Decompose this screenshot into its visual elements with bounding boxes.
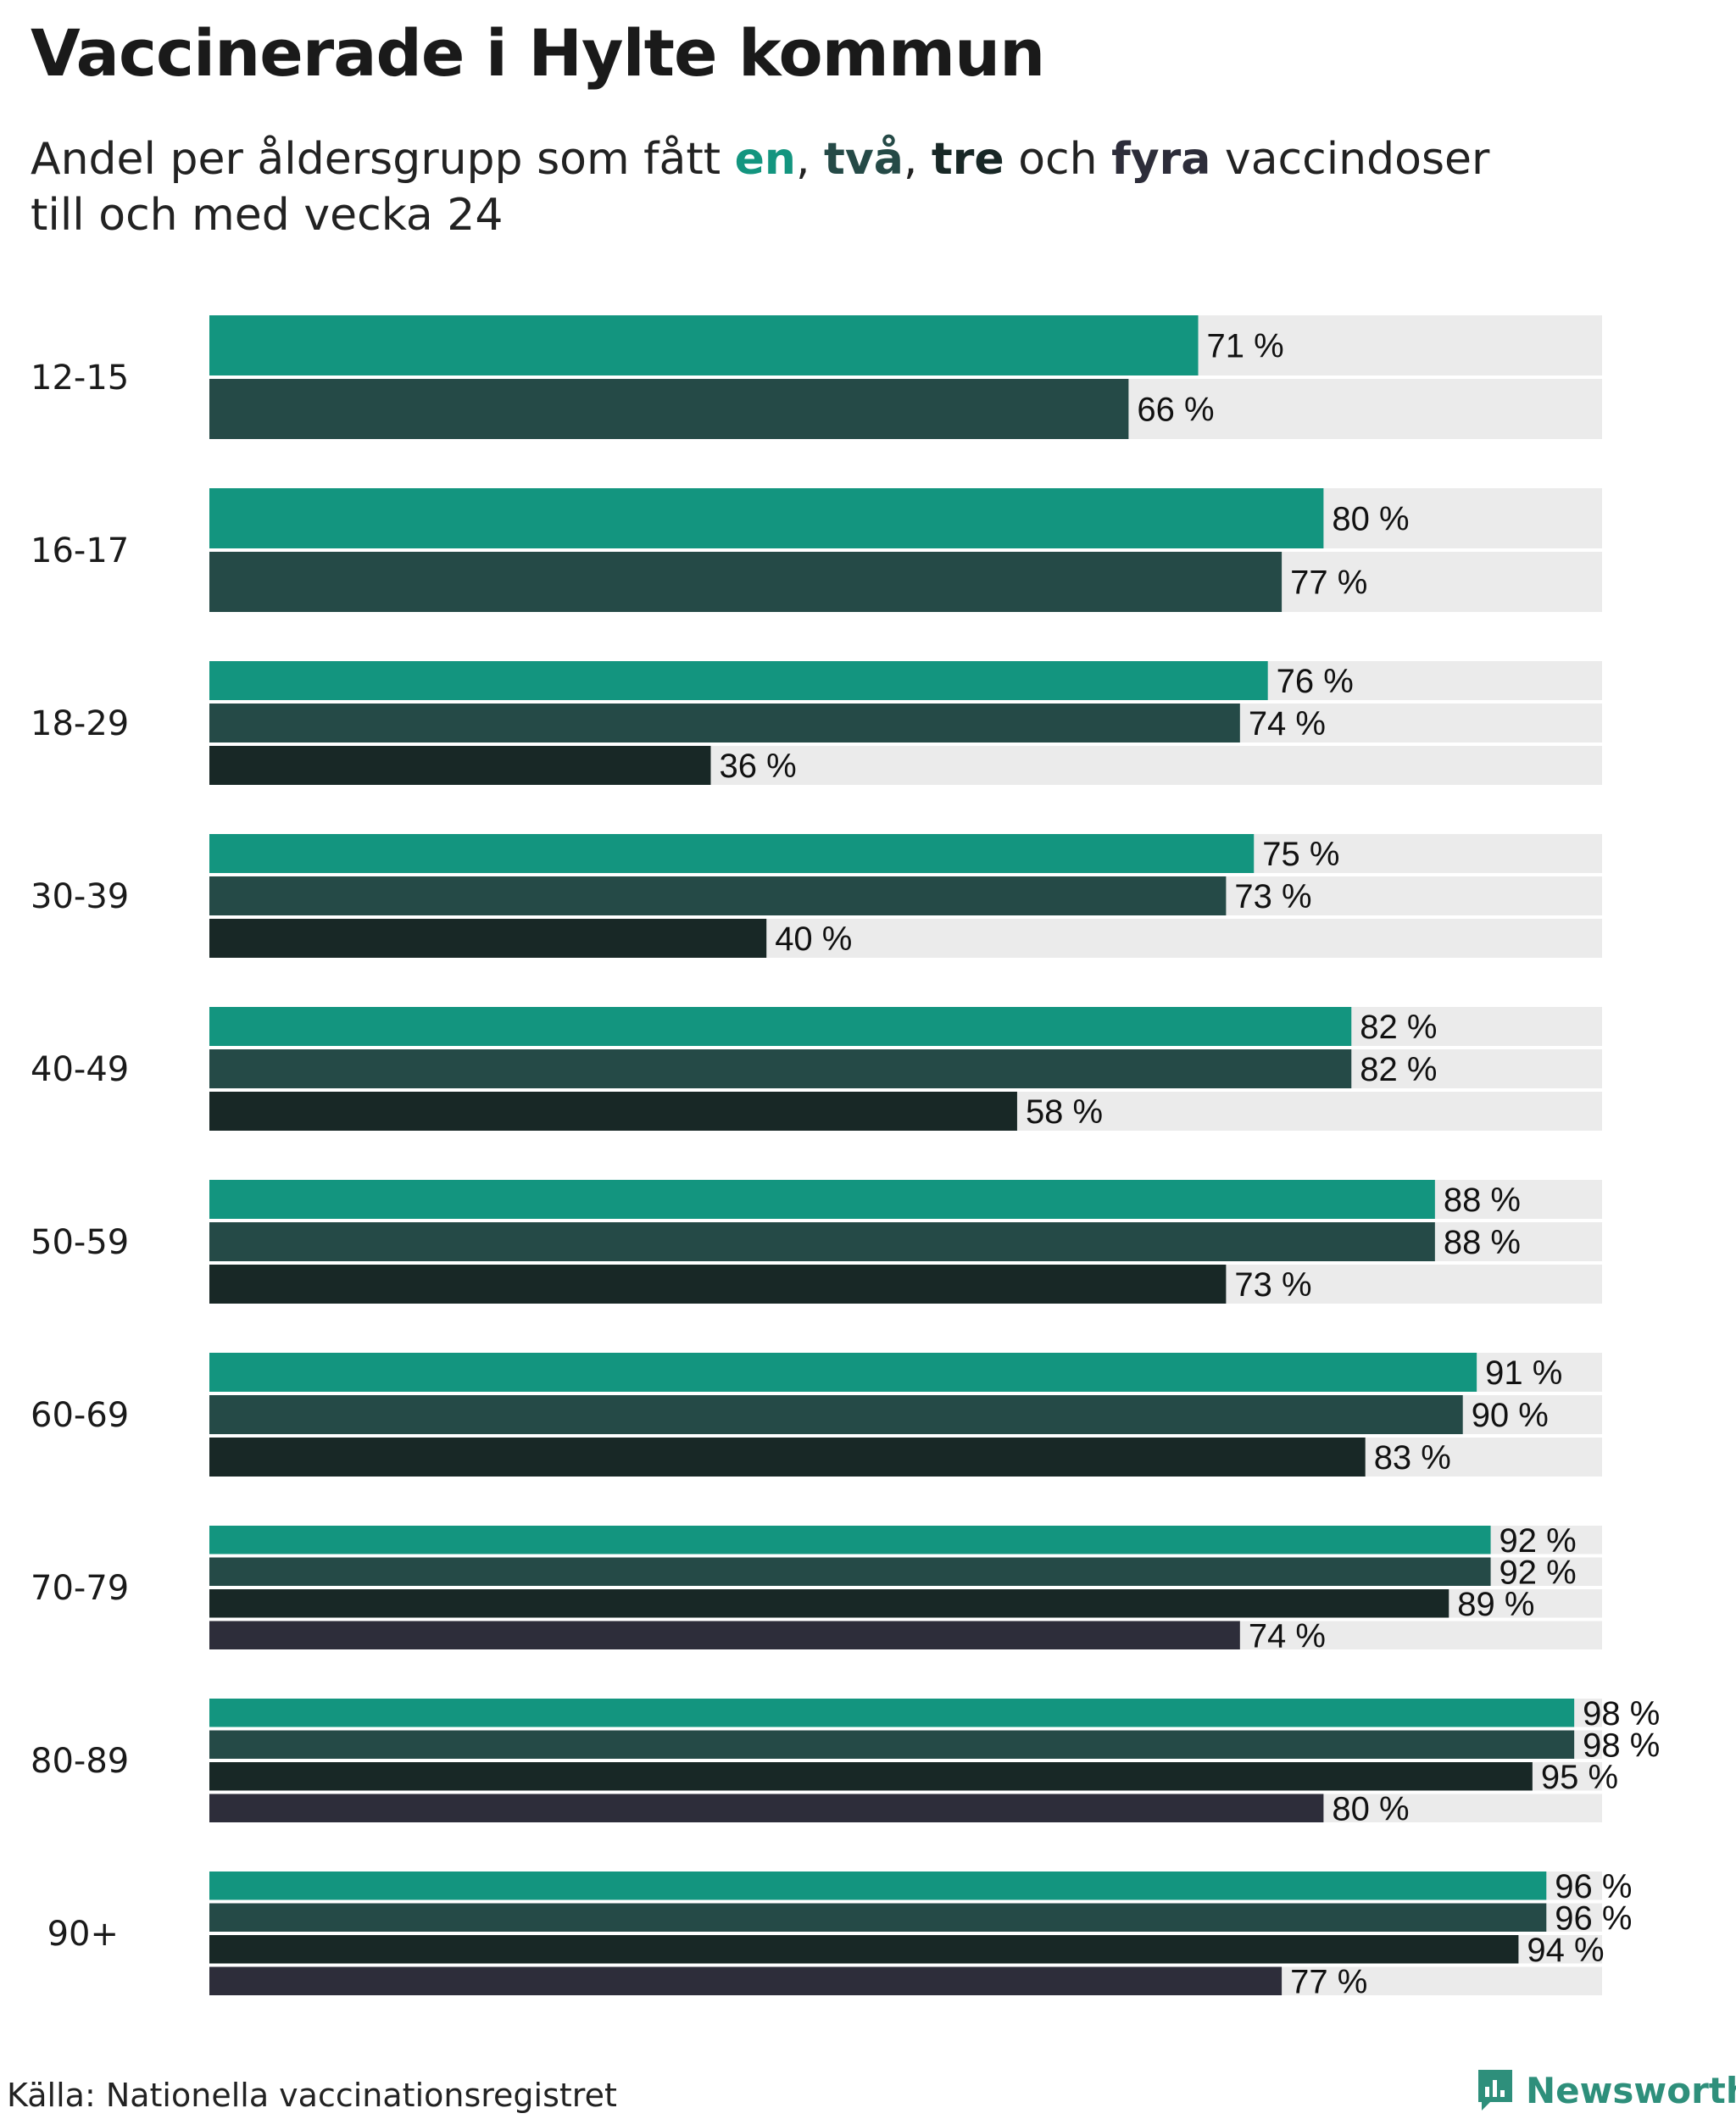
data-label: 77 % bbox=[1290, 565, 1367, 602]
data-label: 89 % bbox=[1457, 1586, 1534, 1623]
newsworthy-logo-icon bbox=[1478, 2070, 1512, 2111]
data-label: 80 % bbox=[1332, 501, 1409, 538]
bar-tre bbox=[209, 1265, 1227, 1304]
bar-en bbox=[209, 1872, 1547, 1900]
category-label: 16-17 bbox=[31, 531, 129, 570]
subtitle-prefix: Andel per åldersgrupp som fått bbox=[31, 134, 735, 185]
bar-en bbox=[209, 1699, 1575, 1727]
data-label: 40 % bbox=[775, 920, 852, 958]
bar-chart: 12-15 71 % 66 % 16-17 80 % 77 % 18-29 76 % 74 % 3… bbox=[31, 315, 1660, 2000]
bar-en bbox=[209, 1526, 1491, 1554]
data-label: 83 % bbox=[1374, 1439, 1451, 1477]
bar-tre bbox=[209, 1438, 1366, 1477]
bar-tre bbox=[209, 746, 711, 785]
bar-två bbox=[209, 1557, 1491, 1586]
legend-dose-2: två bbox=[824, 134, 904, 185]
bar-en bbox=[209, 661, 1268, 700]
subtitle-sep-2: , bbox=[903, 134, 932, 185]
bar-en bbox=[209, 1353, 1477, 1392]
data-label: 77 % bbox=[1290, 1963, 1367, 2000]
data-label: 98 % bbox=[1583, 1727, 1660, 1764]
legend-dose-1: en bbox=[734, 134, 796, 185]
bar-fyra bbox=[209, 1794, 1324, 1822]
legend-dose-4: fyra bbox=[1111, 134, 1211, 185]
category-label: 30-39 bbox=[31, 877, 129, 916]
chart-title: Vaccinerade i Hylte kommun bbox=[31, 15, 1045, 91]
data-label: 66 % bbox=[1137, 392, 1214, 429]
subtitle-line-2: till och med vecka 24 bbox=[31, 190, 504, 241]
data-label: 96 % bbox=[1555, 1868, 1632, 1905]
category-label: 60-69 bbox=[31, 1396, 129, 1435]
category-label: 80-89 bbox=[31, 1742, 129, 1781]
data-label: 95 % bbox=[1541, 1759, 1618, 1796]
bar-en bbox=[209, 1007, 1352, 1046]
data-label: 76 % bbox=[1277, 663, 1354, 700]
bar-två bbox=[209, 1395, 1463, 1434]
data-label: 98 % bbox=[1583, 1695, 1660, 1732]
bar-tre bbox=[209, 1589, 1449, 1618]
chart-subtitle: Andel per åldersgrupp som fått en, två, … bbox=[31, 131, 1556, 243]
bar-två bbox=[209, 1903, 1547, 1932]
source-note: Källa: Nationella vaccinationsregistret bbox=[7, 2077, 617, 2114]
data-label: 74 % bbox=[1249, 705, 1326, 742]
data-label: 82 % bbox=[1360, 1009, 1437, 1046]
data-label: 80 % bbox=[1332, 1790, 1409, 1827]
data-label: 92 % bbox=[1500, 1522, 1577, 1560]
bar-en bbox=[209, 1180, 1435, 1219]
data-label: 92 % bbox=[1500, 1554, 1577, 1591]
legend-dose-3: tre bbox=[931, 134, 1004, 185]
data-label: 36 % bbox=[719, 748, 796, 785]
data-label: 73 % bbox=[1234, 878, 1311, 915]
subtitle-suffix: vaccindoser bbox=[1210, 134, 1490, 185]
bar-två bbox=[209, 379, 1129, 439]
subtitle-mid: och bbox=[1004, 134, 1112, 185]
bar-två bbox=[209, 552, 1283, 612]
category-label: 18-29 bbox=[31, 704, 129, 743]
data-label: 88 % bbox=[1444, 1224, 1521, 1261]
category-label: 90+ bbox=[47, 1915, 119, 1954]
bar-två bbox=[209, 704, 1240, 742]
data-label: 88 % bbox=[1444, 1182, 1521, 1219]
data-label: 82 % bbox=[1360, 1051, 1437, 1088]
bar-fyra bbox=[209, 1966, 1283, 1995]
bar-tre bbox=[209, 919, 767, 958]
bar-en bbox=[209, 315, 1199, 375]
brand-logo: Newsworthy bbox=[1475, 2066, 1736, 2114]
bar-en bbox=[209, 834, 1255, 873]
category-label: 50-59 bbox=[31, 1223, 129, 1262]
data-label: 58 % bbox=[1026, 1093, 1103, 1131]
data-label: 94 % bbox=[1527, 1932, 1604, 1969]
bar-tre bbox=[209, 1762, 1533, 1791]
bar-tre bbox=[209, 1935, 1519, 1964]
subtitle-sep-1: , bbox=[795, 134, 825, 185]
data-label: 91 % bbox=[1485, 1354, 1562, 1392]
bar-två bbox=[209, 1222, 1435, 1261]
data-label: 75 % bbox=[1262, 836, 1339, 873]
bar-två bbox=[209, 876, 1227, 915]
bar-en bbox=[209, 488, 1324, 548]
category-label: 70-79 bbox=[31, 1569, 129, 1608]
category-label: 12-15 bbox=[31, 359, 129, 398]
brand-name: Newsworthy bbox=[1526, 2069, 1736, 2111]
bar-fyra bbox=[209, 1621, 1240, 1649]
data-label: 73 % bbox=[1234, 1266, 1311, 1304]
bar-tre bbox=[209, 1092, 1017, 1131]
data-label: 71 % bbox=[1207, 328, 1284, 365]
category-label: 40-49 bbox=[31, 1050, 129, 1089]
bar-två bbox=[209, 1730, 1575, 1759]
data-label: 90 % bbox=[1472, 1397, 1549, 1434]
bar-två bbox=[209, 1049, 1352, 1088]
data-label: 96 % bbox=[1555, 1899, 1632, 1937]
data-label: 74 % bbox=[1249, 1617, 1326, 1655]
